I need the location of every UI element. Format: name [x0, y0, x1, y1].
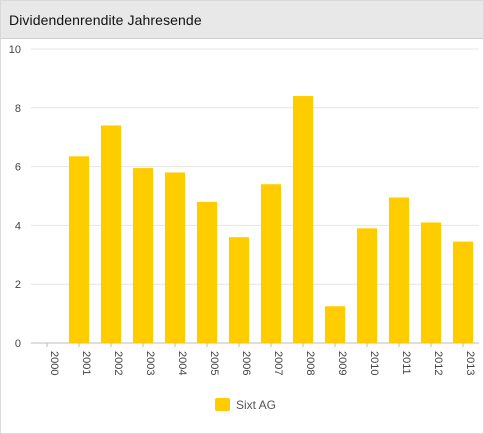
x-tick-label: 2007 — [272, 351, 284, 375]
bar-2002 — [100, 125, 122, 343]
y-tick-label: 0 — [15, 338, 21, 350]
bar-2011 — [388, 197, 410, 343]
x-tick-label: 2011 — [400, 351, 412, 375]
legend-label: Sixt AG — [236, 398, 276, 412]
y-tick-label: 4 — [15, 220, 21, 232]
y-tick-label: 2 — [15, 279, 21, 291]
y-tick-label: 6 — [15, 162, 21, 174]
bar-2012 — [420, 222, 442, 343]
bar-2013 — [452, 241, 474, 343]
bar-chart: 0 2 4 6 8 10 2000 2001 2002 2003 2004 2005 2006 2007 2… — [9, 44, 479, 412]
x-tick-label: 2009 — [336, 351, 348, 375]
bar-2001 — [68, 156, 90, 343]
x-tick-label: 2006 — [240, 351, 252, 375]
y-tick-label: 8 — [15, 103, 21, 115]
x-tick-label: 2003 — [144, 351, 156, 375]
x-tick-label: 2012 — [432, 351, 444, 375]
bar-2003 — [132, 168, 154, 343]
x-tick-label: 2002 — [112, 351, 124, 375]
x-tick-label: 2013 — [464, 351, 476, 375]
widget-header: Dividendenrendite Jahresende — [1, 1, 483, 39]
chart-title: Dividendenrendite Jahresende — [9, 11, 202, 28]
x-tick-label: 2008 — [304, 351, 316, 375]
x-tick-label: 2005 — [208, 351, 220, 375]
bar-2005 — [196, 201, 218, 343]
bar-2010 — [356, 228, 378, 343]
bar-2009 — [324, 306, 346, 343]
bar-2008 — [292, 96, 314, 343]
x-tick-label: 2010 — [368, 351, 380, 375]
x-tick-label: 2001 — [80, 351, 92, 375]
bar-2004 — [164, 172, 186, 343]
x-tick-label: 2000 — [48, 351, 60, 375]
y-tick-label: 10 — [9, 44, 21, 56]
legend-swatch — [215, 398, 230, 411]
x-tick-label: 2004 — [176, 351, 188, 375]
bar-2007 — [260, 184, 282, 343]
bar-2006 — [228, 237, 250, 343]
